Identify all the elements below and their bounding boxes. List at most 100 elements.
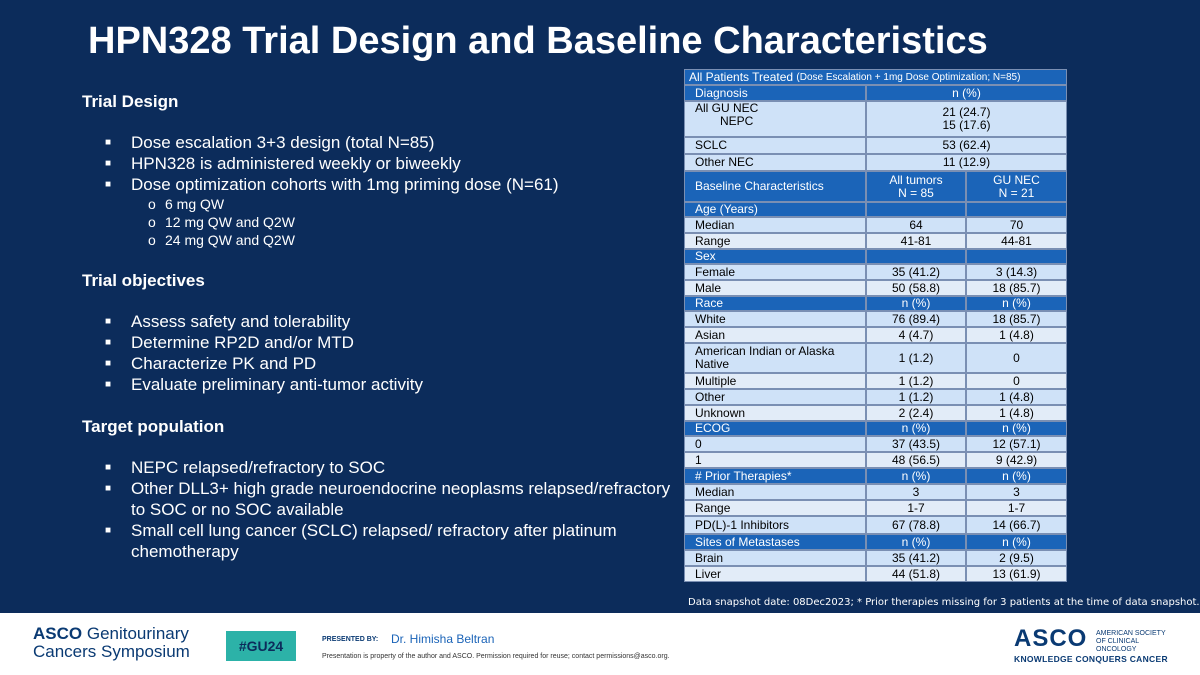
bullet-item: Dose escalation 3+3 design (total N=85): [82, 132, 672, 153]
row-label-group: All GU NEC NEPC: [684, 101, 866, 137]
row-label: Other: [684, 389, 866, 405]
bullet-item: Evaluate preliminary anti-tumor activity: [82, 374, 672, 395]
logo-text: Cancers Symposium: [33, 642, 190, 661]
asco-org-name: AMERICAN SOCIETY OF CLINICAL ONCOLOGY: [1096, 630, 1166, 653]
column-header: n (%): [966, 296, 1067, 311]
table-row: Female 35 (41.2) 3 (14.3): [684, 264, 1067, 280]
column-header-line: GU NEC: [993, 172, 1040, 187]
table-row: Male 50 (58.8) 18 (85.7): [684, 280, 1067, 296]
column-header-line: All tumors: [889, 172, 943, 187]
row-label: Race: [684, 296, 866, 311]
row-label: Female: [684, 264, 866, 280]
row-label: White: [684, 311, 866, 327]
column-header: [866, 249, 966, 264]
row-label: Range: [684, 233, 866, 249]
left-column: Trial Design Dose escalation 3+3 design …: [82, 92, 672, 584]
cell-value: 35 (41.2): [866, 264, 966, 280]
baseline-header-row: Baseline Characteristics All tumors N = …: [684, 171, 1067, 202]
cell-value: 18 (85.7): [966, 280, 1067, 296]
trial-objectives-section: Trial objectives Assess safety and toler…: [82, 271, 672, 395]
cell-value: 41-81: [866, 233, 966, 249]
row-label: Asian: [684, 327, 866, 343]
cell-value: 1 (1.2): [866, 343, 966, 373]
trial-design-section: Trial Design Dose escalation 3+3 design …: [82, 92, 672, 249]
row-label: # Prior Therapies*: [684, 468, 866, 484]
diagnosis-header-row: Diagnosis n (%): [684, 85, 1067, 101]
slide-title: HPN328 Trial Design and Baseline Charact…: [88, 20, 988, 62]
cell-value: 1 (1.2): [866, 389, 966, 405]
cell-value: 1-7: [866, 500, 966, 516]
cell-value: 76 (89.4): [866, 311, 966, 327]
cell-value: 9 (42.9): [966, 452, 1067, 468]
cell-value: 18 (85.7): [966, 311, 1067, 327]
table-row: Asian 4 (4.7) 1 (4.8): [684, 327, 1067, 343]
column-header: n (%): [966, 468, 1067, 484]
column-header: n (%): [866, 468, 966, 484]
cell-value: 44 (51.8): [866, 566, 966, 582]
column-header: n (%): [866, 296, 966, 311]
asco-wordmark: ASCO: [1014, 625, 1088, 652]
slide-body: HPN328 Trial Design and Baseline Charact…: [0, 0, 1200, 613]
bullet-item: Characterize PK and PD: [82, 353, 672, 374]
row-label: Diagnosis: [684, 85, 866, 101]
table-row: 0 37 (43.5) 12 (57.1): [684, 436, 1067, 452]
column-header: [966, 202, 1067, 217]
row-label: Baseline Characteristics: [684, 171, 866, 202]
column-header: n (%): [966, 534, 1067, 550]
column-header: n (%): [866, 85, 1067, 101]
asco-logo: ASCO AMERICAN SOCIETY OF CLINICAL ONCOLO…: [1014, 625, 1168, 665]
cell-value: 3: [966, 484, 1067, 500]
cell-value: 14 (66.7): [966, 516, 1067, 534]
cell-value: 64: [866, 217, 966, 233]
cell-value: 53 (62.4): [866, 137, 1067, 154]
table-row: Brain 35 (41.2) 2 (9.5): [684, 550, 1067, 566]
column-header-line: N = 85: [898, 185, 934, 200]
table-header-cell: All Patients Treated (Dose Escalation + …: [684, 69, 1067, 85]
cell-value: 1 (4.8): [966, 389, 1067, 405]
row-label: 1: [684, 452, 866, 468]
table-row: American Indian or Alaska Native 1 (1.2) 0: [684, 343, 1067, 373]
cell-value: 1 (1.2): [866, 373, 966, 389]
cell-value: 2 (9.5): [966, 550, 1067, 566]
row-label: Median: [684, 217, 866, 233]
cell-value: 44-81: [966, 233, 1067, 249]
logo-text: ASCO: [33, 624, 83, 643]
cell-value: 12 (57.1): [966, 436, 1067, 452]
sites-header-row: Sites of Metastases n (%) n (%): [684, 534, 1067, 550]
table-row: Range 41-81 44-81: [684, 233, 1067, 249]
cell-value: 21 (24.7): [942, 105, 991, 119]
table-row: Multiple 1 (1.2) 0: [684, 373, 1067, 389]
bullet-item: Dose optimization cohorts with 1mg primi…: [82, 174, 672, 195]
cell-value: 4 (4.7): [866, 327, 966, 343]
presented-by-label: PRESENTED BY:: [322, 636, 379, 643]
table-row: Other NEC 11 (12.9): [684, 154, 1067, 171]
row-label: Male: [684, 280, 866, 296]
cell-value: 70: [966, 217, 1067, 233]
bullet-item: Assess safety and tolerability: [82, 311, 672, 332]
cell-value: 37 (43.5): [866, 436, 966, 452]
cell-value: 1 (4.8): [966, 405, 1067, 421]
cell-value: 0: [966, 343, 1067, 373]
row-label-indent: NEPC: [720, 114, 754, 128]
bullet-item: Small cell lung cancer (SCLC) relapsed/ …: [82, 520, 672, 562]
cell-value: 50 (58.8): [866, 280, 966, 296]
row-label: Age (Years): [684, 202, 866, 217]
cell-value: 15 (17.6): [942, 118, 991, 132]
column-header: [966, 249, 1067, 264]
sub-bullet-item: 24 mg QW and Q2W: [82, 231, 672, 249]
column-header: n (%): [866, 534, 966, 550]
asco-tagline: KNOWLEDGE CONQUERS CANCER: [1014, 654, 1168, 664]
row-label: Other NEC: [684, 154, 866, 171]
race-header-row: Race n (%) n (%): [684, 296, 1067, 311]
section-heading: Trial objectives: [82, 271, 205, 290]
row-label: 0: [684, 436, 866, 452]
table-row: Other 1 (1.2) 1 (4.8): [684, 389, 1067, 405]
baseline-table: All Patients Treated (Dose Escalation + …: [684, 69, 1067, 582]
hashtag-badge: #GU24: [226, 631, 296, 661]
table-row: Median 3 3: [684, 484, 1067, 500]
cell-value: 3: [866, 484, 966, 500]
table-row: Unknown 2 (2.4) 1 (4.8): [684, 405, 1067, 421]
bullet-item: HPN328 is administered weekly or biweekl…: [82, 153, 672, 174]
sex-header-row: Sex: [684, 249, 1067, 264]
column-header: [866, 202, 966, 217]
